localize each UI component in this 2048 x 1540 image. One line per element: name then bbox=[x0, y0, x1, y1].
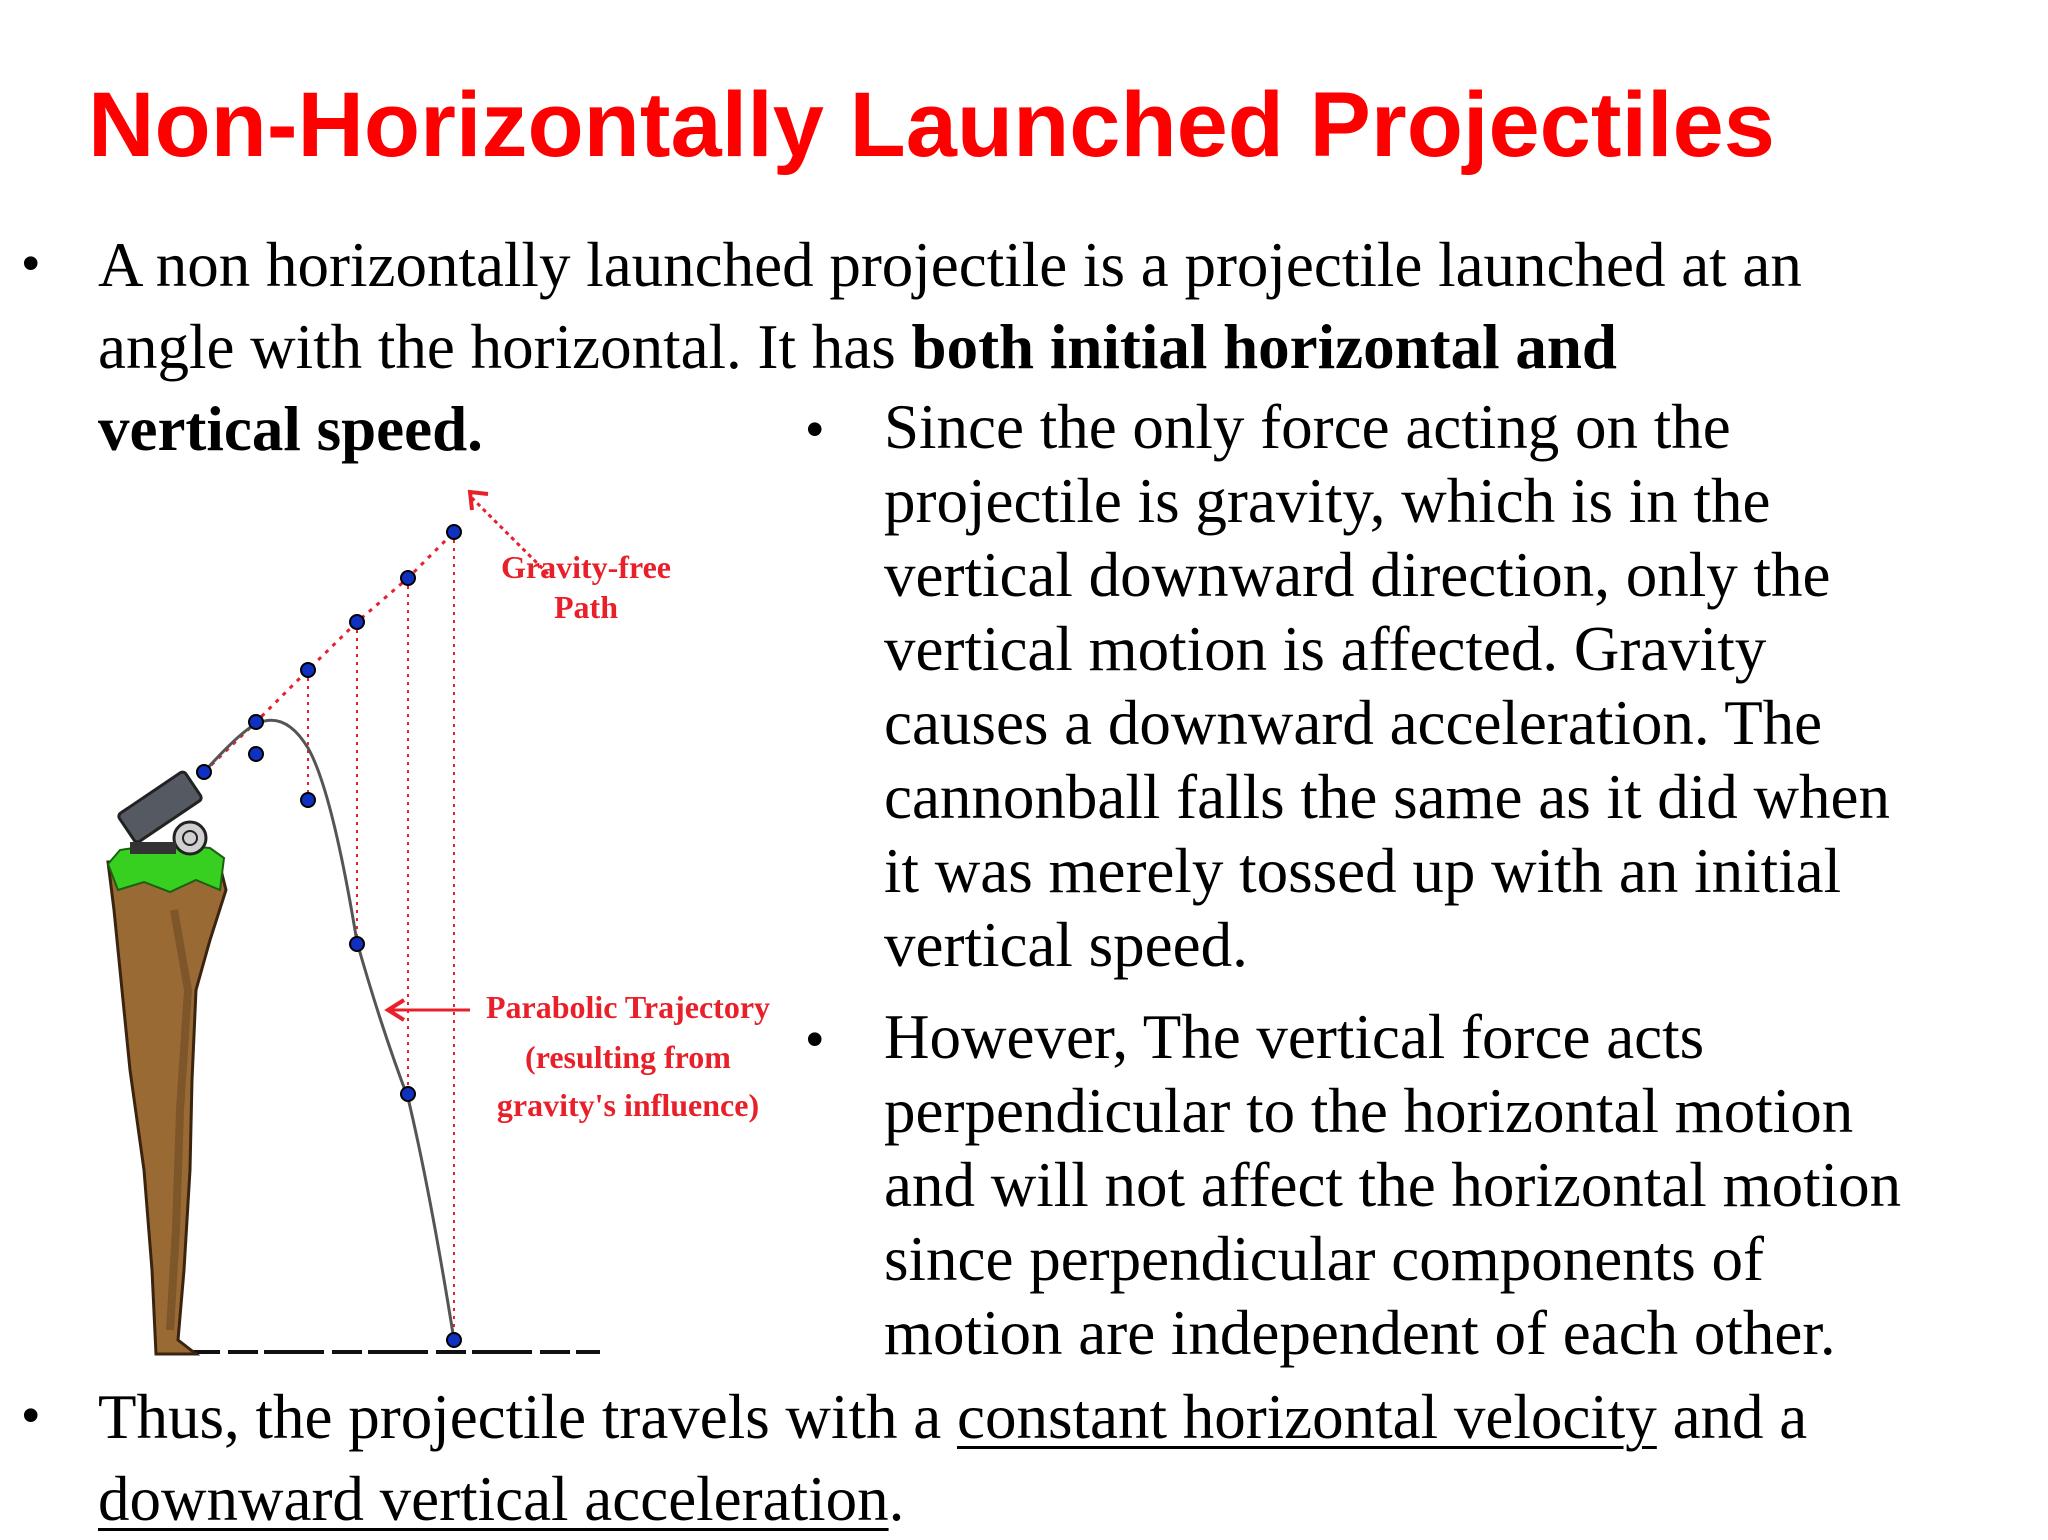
cliff-shading bbox=[166, 909, 193, 1331]
intro-emphasis: both initial horizontal and bbox=[911, 312, 1617, 382]
conclusion-text: . bbox=[888, 1464, 905, 1534]
bullet-marker: • bbox=[22, 235, 40, 291]
independence-paragraph: However, The vertical force acts perpend… bbox=[884, 1000, 2024, 1370]
gravity-line: causes a downward acceleration. The bbox=[884, 688, 1823, 758]
projectile-diagram: Gravity-free Path Parabolic Trajectory (… bbox=[106, 489, 770, 1356]
trajectory-dots bbox=[248, 746, 462, 1348]
gravity-line: Since the only force acting on the bbox=[884, 392, 1731, 462]
conclusion-text: and a bbox=[1656, 1382, 1808, 1452]
independence-line: motion are independent of each other. bbox=[884, 1298, 1836, 1368]
slide-title: Non-Horizontally Launched Projectiles bbox=[88, 74, 1775, 176]
gravity-free-dots bbox=[196, 524, 462, 780]
gravity-free-label: Gravity-free bbox=[501, 549, 671, 585]
gravity-line: projectile is gravity, which is in the bbox=[884, 466, 1771, 536]
intro-paragraph: A non horizontally launched projectile i… bbox=[98, 224, 1998, 470]
gravity-line: vertical motion is affected. Gravity bbox=[884, 614, 1767, 684]
intro-line-1: A non horizontally launched projectile i… bbox=[98, 230, 1802, 300]
conclusion-line-1: Thus, the projectile travels with a cons… bbox=[98, 1376, 1998, 1458]
intro-line-2-text: angle with the horizontal. It has bbox=[98, 312, 912, 382]
gravity-line: vertical speed. bbox=[884, 910, 1248, 980]
gravity-free-arrowhead bbox=[467, 489, 489, 511]
bullet-marker: • bbox=[22, 1387, 40, 1443]
parabolic-label: gravity's influence) bbox=[497, 1087, 759, 1123]
constant-horizontal-velocity-term: constant horizontal velocity bbox=[957, 1382, 1657, 1452]
gravity-free-label: Path bbox=[554, 589, 618, 625]
independence-line: However, The vertical force acts bbox=[884, 1002, 1705, 1072]
bullet-marker: • bbox=[806, 401, 824, 457]
intro-emphasis-2: vertical speed. bbox=[98, 394, 483, 464]
conclusion-line-2: downward vertical acceleration. bbox=[98, 1458, 1998, 1540]
cannon bbox=[117, 770, 208, 856]
parabolic-trajectory bbox=[202, 718, 456, 1341]
parabolic-arrowhead bbox=[384, 998, 406, 1022]
downward-vertical-acceleration-term: downward vertical acceleration bbox=[98, 1464, 889, 1534]
conclusion-text: Thus, the projectile travels with a bbox=[98, 1382, 957, 1452]
independence-line: since perpendicular components of bbox=[884, 1224, 1764, 1294]
gravity-line: cannonball falls the same as it did when bbox=[884, 762, 1890, 832]
bullet-marker: • bbox=[806, 1011, 824, 1067]
intro-line-2: angle with the horizontal. It has both i… bbox=[98, 306, 1998, 388]
gravity-free-arrow bbox=[470, 496, 550, 576]
conclusion-paragraph: Thus, the projectile travels with a cons… bbox=[98, 1376, 1998, 1540]
parabolic-label: (resulting from bbox=[525, 1039, 731, 1075]
cliff bbox=[106, 856, 228, 1356]
parabolic-label: Parabolic Trajectory bbox=[486, 989, 770, 1025]
intro-line-3: vertical speed. bbox=[98, 388, 1998, 470]
gravity-paragraph: Since the only force acting on the proje… bbox=[884, 390, 2024, 982]
independence-line: perpendicular to the horizontal motion bbox=[884, 1076, 1854, 1146]
independence-line: and will not affect the horizontal motio… bbox=[884, 1150, 1902, 1220]
gravity-line: vertical downward direction, only the bbox=[884, 540, 1831, 610]
gravity-line: it was merely tossed up with an initial bbox=[884, 836, 1842, 906]
